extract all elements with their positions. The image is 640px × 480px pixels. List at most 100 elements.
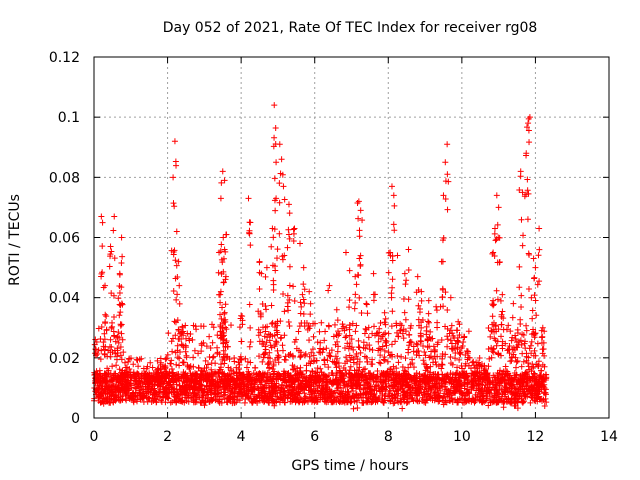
data-point bbox=[490, 297, 497, 304]
data-point bbox=[486, 380, 493, 387]
data-point bbox=[449, 390, 456, 397]
data-point bbox=[224, 387, 231, 394]
data-point bbox=[357, 252, 364, 259]
data-point bbox=[323, 345, 330, 352]
data-point bbox=[352, 371, 359, 378]
data-point bbox=[499, 391, 506, 398]
data-point bbox=[355, 215, 362, 222]
data-point bbox=[235, 383, 242, 390]
data-point bbox=[523, 327, 530, 334]
data-point bbox=[220, 234, 227, 241]
data-point bbox=[346, 267, 353, 274]
data-point bbox=[370, 291, 377, 298]
data-point bbox=[108, 387, 115, 394]
data-point bbox=[432, 382, 439, 389]
data-point bbox=[297, 395, 304, 402]
data-point bbox=[343, 393, 350, 400]
data-point bbox=[243, 364, 250, 371]
data-point bbox=[286, 296, 293, 303]
data-point bbox=[109, 388, 116, 395]
data-point bbox=[357, 381, 364, 388]
data-point bbox=[346, 332, 353, 339]
data-point bbox=[400, 389, 407, 396]
data-point bbox=[107, 243, 114, 250]
data-point bbox=[506, 388, 513, 395]
data-point bbox=[490, 249, 497, 256]
data-point bbox=[470, 358, 477, 365]
data-point bbox=[208, 360, 215, 367]
data-point bbox=[356, 294, 363, 301]
data-point bbox=[493, 287, 500, 294]
data-point bbox=[344, 388, 351, 395]
data-point bbox=[97, 356, 104, 363]
data-point bbox=[539, 324, 546, 331]
data-point bbox=[173, 228, 180, 235]
data-point bbox=[134, 383, 141, 390]
data-point bbox=[346, 304, 353, 311]
data-point bbox=[180, 389, 187, 396]
data-point bbox=[254, 385, 261, 392]
data-point bbox=[447, 327, 454, 334]
data-point bbox=[353, 390, 360, 397]
data-point bbox=[468, 384, 475, 391]
data-point bbox=[111, 393, 118, 400]
data-point bbox=[323, 399, 330, 406]
data-point bbox=[256, 285, 263, 292]
data-point bbox=[109, 319, 116, 326]
data-point bbox=[347, 398, 354, 405]
data-point bbox=[341, 382, 348, 389]
data-point bbox=[220, 386, 227, 393]
data-point bbox=[192, 399, 199, 406]
data-point bbox=[128, 382, 135, 389]
data-point bbox=[439, 294, 446, 301]
data-point bbox=[461, 385, 468, 392]
y-tick-label: 0.06 bbox=[49, 231, 80, 247]
data-point bbox=[221, 396, 228, 403]
data-point bbox=[505, 322, 512, 329]
data-point bbox=[491, 225, 498, 232]
data-point bbox=[151, 385, 158, 392]
data-point bbox=[443, 388, 450, 395]
data-point bbox=[353, 398, 360, 405]
data-point bbox=[303, 367, 310, 374]
data-point bbox=[353, 382, 360, 389]
data-point bbox=[322, 328, 329, 335]
data-point bbox=[176, 355, 183, 362]
data-point bbox=[336, 330, 343, 337]
data-point bbox=[189, 336, 196, 343]
data-point bbox=[468, 398, 475, 405]
data-point bbox=[358, 310, 365, 317]
data-point bbox=[110, 227, 117, 234]
data-point bbox=[245, 385, 252, 392]
data-point bbox=[279, 347, 286, 354]
data-point bbox=[314, 387, 321, 394]
data-point bbox=[130, 389, 137, 396]
data-point bbox=[532, 264, 539, 271]
data-point bbox=[448, 322, 455, 329]
data-point bbox=[325, 323, 332, 330]
data-point bbox=[170, 288, 177, 295]
data-point bbox=[497, 297, 504, 304]
data-point bbox=[325, 287, 332, 294]
data-point bbox=[529, 395, 536, 402]
data-point bbox=[160, 386, 167, 393]
data-point bbox=[187, 363, 194, 370]
data-point bbox=[192, 384, 199, 391]
data-point bbox=[97, 336, 104, 343]
data-point bbox=[436, 393, 443, 400]
data-point bbox=[377, 320, 384, 327]
data-point bbox=[509, 314, 516, 321]
data-point bbox=[285, 201, 292, 208]
data-point bbox=[357, 261, 364, 268]
data-point bbox=[299, 291, 306, 298]
data-point bbox=[95, 394, 102, 401]
data-point bbox=[316, 328, 323, 335]
data-point bbox=[327, 394, 334, 401]
data-point bbox=[119, 253, 126, 260]
data-point bbox=[352, 391, 359, 398]
data-point bbox=[170, 174, 177, 181]
data-point bbox=[487, 333, 494, 340]
data-point bbox=[491, 230, 498, 237]
data-point bbox=[217, 291, 224, 298]
data-point bbox=[274, 347, 281, 354]
